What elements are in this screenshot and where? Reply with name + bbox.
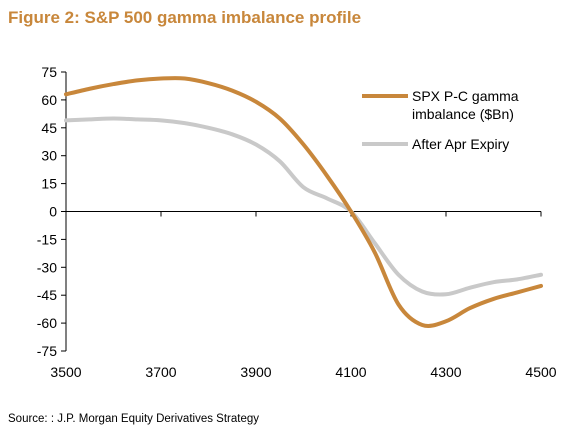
x-tick-label: 3700 [145,364,176,380]
chart-title: Figure 2: S&P 500 gamma imbalance profil… [8,8,362,27]
legend-label: After Apr Expiry [412,136,509,152]
y-tick-label: -30 [37,259,57,275]
x-tick-label: 3500 [50,364,81,380]
series-line-spx-pc-gamma [64,76,543,328]
x-tick-label: 3900 [240,364,271,380]
x-tick-label: 4500 [525,364,556,380]
y-tick-label: 15 [41,176,57,192]
y-tick-label: -15 [37,231,57,247]
legend-label: SPX P-C gamma [412,88,519,104]
y-tick-label: 30 [41,148,57,164]
x-tick-label: 4300 [430,364,461,380]
y-tick-label: 45 [41,120,57,136]
y-tick-label: 60 [41,92,57,108]
x-tick-label: 4100 [335,364,366,380]
source-note: Source: : J.P. Morgan Equity Derivatives… [8,413,259,425]
legend-label: imbalance ($Bn) [412,106,514,122]
series-line-after-apr-expiry [64,116,543,297]
y-tick-label: -45 [37,287,57,303]
y-tick-label: 0 [49,204,57,220]
y-tick-label: -75 [37,343,57,359]
y-tick-label: 75 [41,64,57,80]
y-tick-label: -60 [37,315,57,331]
